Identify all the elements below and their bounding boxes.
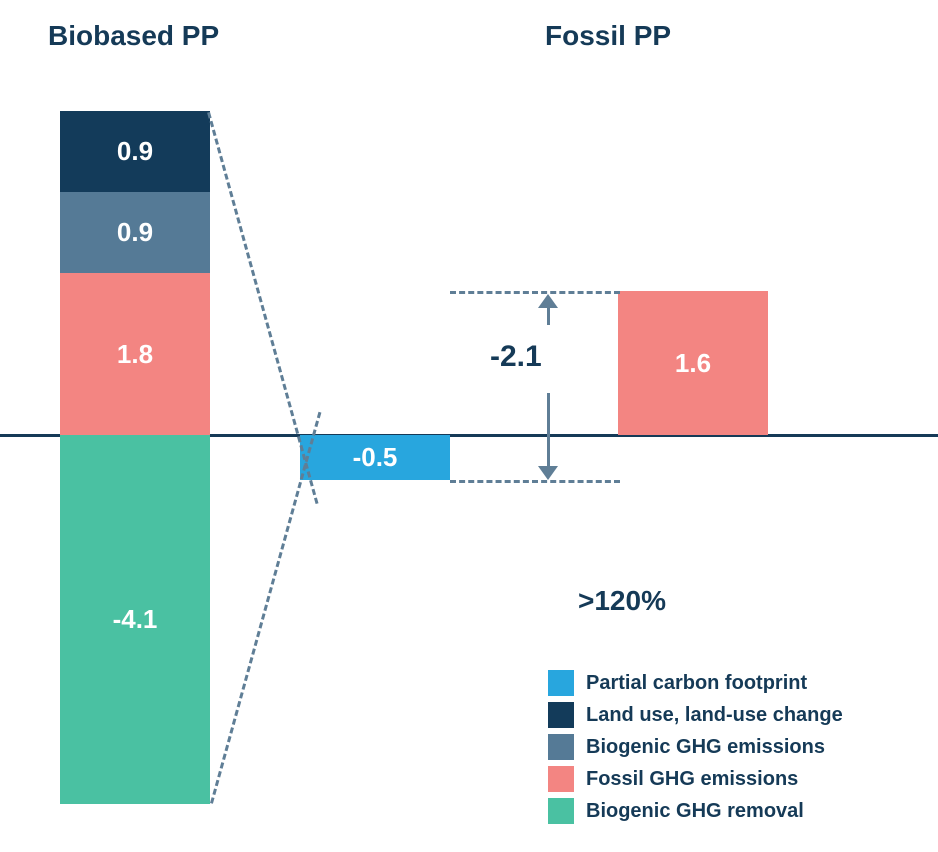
percent-label: >120% [578, 585, 666, 617]
title-biobased: Biobased PP [48, 20, 219, 52]
legend-label-fossil-em: Fossil GHG emissions [586, 768, 798, 791]
seg-biogenic-emissions: 0.9 [60, 192, 210, 273]
seg-fossil-emissions-label: 1.8 [117, 339, 153, 370]
dash-bottom [450, 480, 620, 483]
swatch-landuse [548, 702, 574, 728]
seg-biogenic-removal: -4.1 [60, 435, 210, 804]
legend-item-biogenic-em: Biogenic GHG emissions [548, 734, 843, 760]
connector-top [207, 112, 318, 504]
seg-biogenic-emissions-label: 0.9 [117, 217, 153, 248]
net-bar: -0.5 [300, 435, 450, 480]
diff-arrow-upper [547, 305, 550, 325]
swatch-biogenic-rm [548, 798, 574, 824]
legend: Partial carbon footprint Land use, land-… [548, 670, 843, 830]
net-bar-label: -0.5 [353, 442, 398, 473]
swatch-fossil-em [548, 766, 574, 792]
connector-bottom [210, 412, 321, 804]
legend-item-landuse: Land use, land-use change [548, 702, 843, 728]
diff-arrow-lower [547, 393, 550, 468]
legend-item-partial: Partial carbon footprint [548, 670, 843, 696]
legend-item-fossil-em: Fossil GHG emissions [548, 766, 843, 792]
diff-arrow-head-up [538, 294, 558, 308]
dash-top [450, 291, 620, 294]
seg-fossil-emissions: 1.8 [60, 273, 210, 435]
title-fossil: Fossil PP [545, 20, 671, 52]
diff-arrow-head-down [538, 466, 558, 480]
seg-land-use: 0.9 [60, 111, 210, 192]
swatch-partial [548, 670, 574, 696]
legend-label-partial: Partial carbon footprint [586, 672, 807, 695]
fossil-bar: 1.6 [618, 291, 768, 435]
legend-label-biogenic-em: Biogenic GHG emissions [586, 736, 825, 759]
seg-land-use-label: 0.9 [117, 136, 153, 167]
legend-item-biogenic-rm: Biogenic GHG removal [548, 798, 843, 824]
legend-label-landuse: Land use, land-use change [586, 704, 843, 727]
diff-label: -2.1 [490, 340, 542, 374]
fossil-bar-label: 1.6 [675, 348, 711, 379]
comparison-chart: Biobased PP Fossil PP 0.9 0.9 1.8 -4.1 -… [0, 0, 938, 852]
seg-biogenic-removal-label: -4.1 [113, 604, 158, 635]
legend-label-biogenic-rm: Biogenic GHG removal [586, 800, 804, 823]
swatch-biogenic-em [548, 734, 574, 760]
